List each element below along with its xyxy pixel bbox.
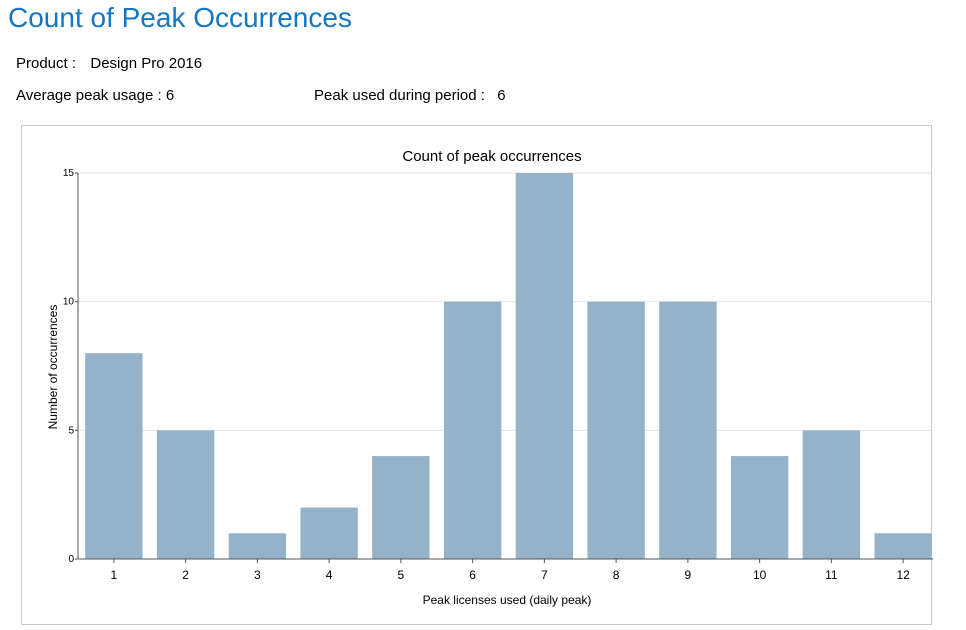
chart-container: Count of peak occurrences Number of occu… — [21, 125, 933, 625]
product-line: Product : Design Pro 2016 — [16, 55, 202, 72]
x-axis-label: Peak licenses used (daily peak) — [423, 593, 592, 607]
bar-9 — [659, 301, 717, 559]
axes — [75, 172, 933, 563]
product-label: Product : — [16, 55, 77, 72]
bar-4 — [300, 507, 358, 559]
x-tick-label: 9 — [685, 568, 692, 582]
bar-11 — [802, 430, 861, 559]
peak-used-value: 6 — [497, 87, 506, 104]
bar-1 — [85, 353, 143, 559]
x-tick-label: 10 — [753, 568, 767, 582]
x-tick-label: 12 — [896, 568, 910, 582]
x-tick-label: 4 — [326, 568, 333, 582]
bar-3 — [228, 533, 287, 559]
bar-8 — [587, 301, 645, 559]
bar-6 — [443, 301, 502, 559]
bar-2 — [156, 430, 215, 559]
x-tick-label: 3 — [254, 568, 261, 582]
peak-used-label: Peak used during period : — [314, 87, 485, 104]
y-tick-label: 5 — [68, 425, 74, 436]
y-axis-label: Number of occurrences — [46, 305, 60, 430]
y-tick-label: 15 — [63, 168, 75, 179]
y-tick-label: 10 — [63, 297, 75, 308]
bar-7 — [515, 173, 574, 559]
x-tick-label: 5 — [398, 568, 405, 582]
x-tick-label: 7 — [541, 568, 548, 582]
average-peak-label: Average peak usage : — [16, 87, 162, 104]
x-tick-label: 6 — [469, 568, 476, 582]
page-title: Count of Peak Occurrences — [8, 2, 352, 33]
gridlines — [78, 172, 933, 431]
x-tick-label: 2 — [182, 568, 189, 582]
x-tick-label: 11 — [825, 568, 838, 582]
y-tick-label: 0 — [68, 554, 74, 565]
peak-used-line: Peak used during period : 6 — [314, 87, 506, 104]
bar-5 — [372, 456, 430, 559]
average-peak-line: Average peak usage : 6 — [16, 87, 174, 104]
bars — [85, 173, 932, 559]
product-value: Design Pro 2016 — [90, 55, 203, 72]
average-peak-value: 6 — [165, 87, 175, 104]
chart-title: Count of peak occurrences — [402, 148, 581, 165]
bar-12 — [874, 533, 932, 559]
bar-chart: Count of peak occurrences Number of occu… — [46, 148, 933, 607]
x-tick-label: 8 — [613, 568, 620, 582]
bar-10 — [730, 456, 789, 559]
x-tick-label: 1 — [111, 568, 118, 582]
